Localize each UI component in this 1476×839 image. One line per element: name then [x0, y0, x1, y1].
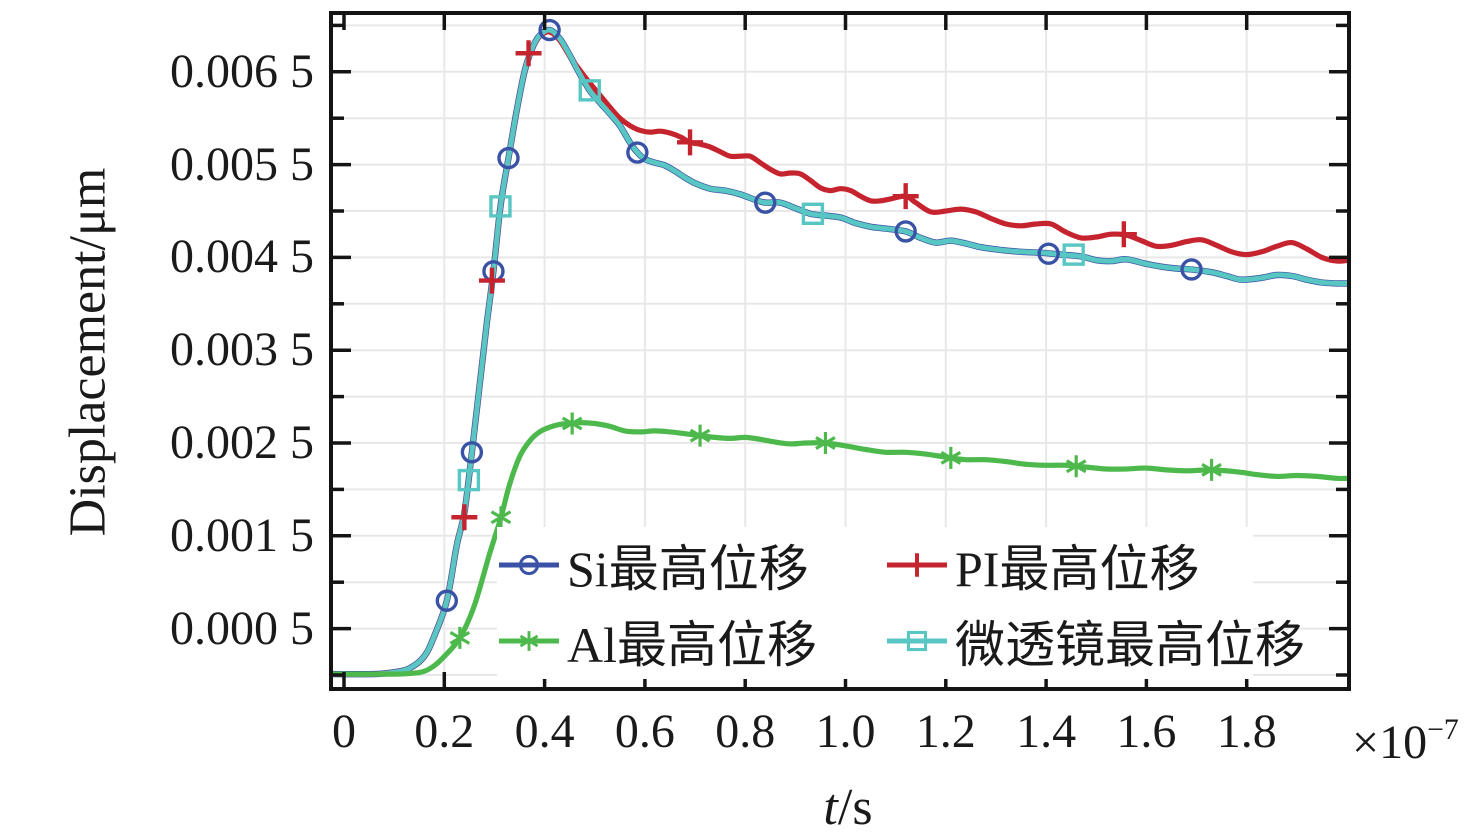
- legend-sample-plus-icon: [887, 553, 947, 577]
- marker-asterisk: [490, 506, 512, 529]
- series-curve-4: [333, 27, 1347, 677]
- marker-circle: [518, 554, 540, 576]
- y-tick-label: 0.005 5: [170, 137, 314, 191]
- legend-label: Si最高位移: [567, 541, 809, 597]
- legend-item-pi: PI最高位移: [885, 527, 1253, 603]
- marker-square: [906, 630, 928, 652]
- legend-item-al: Al最高位移: [497, 603, 885, 679]
- x-tick-label: 0: [332, 705, 356, 758]
- marker-asterisk: [449, 626, 471, 649]
- marker-circle: [894, 220, 917, 243]
- x-tick-label: 0.6: [614, 705, 675, 758]
- y-tick-label: 0.002 5: [170, 416, 314, 469]
- marker-circle: [1180, 258, 1203, 281]
- marker-plus: [905, 553, 929, 577]
- marker-plus: [515, 40, 542, 67]
- y-tick-label: 0.004 5: [170, 230, 314, 284]
- marker-plus: [677, 129, 704, 156]
- x-tick-label: 0.8: [715, 705, 776, 758]
- x-axis-title-unit: /s: [837, 779, 873, 836]
- x-axis-title-variable: t: [823, 779, 838, 836]
- legend-sample-circle-icon: [499, 554, 559, 576]
- x-tick-label: 1.6: [1116, 705, 1177, 758]
- marker-asterisk: [815, 432, 836, 454]
- marker-plus: [451, 504, 478, 531]
- marker-asterisk: [561, 412, 583, 435]
- legend-label: Al最高位移: [567, 617, 817, 673]
- y-tick-label: 0.006 5: [170, 44, 314, 98]
- y-tick-label: 0.001 5: [170, 508, 314, 562]
- legend-sample-square-icon: [887, 630, 947, 652]
- legend-label: 微透镜最高位移: [955, 617, 1305, 673]
- marker-plus: [478, 267, 505, 294]
- x-tick-label: 1.4: [1016, 705, 1077, 758]
- marker-plus: [892, 183, 919, 210]
- legend-sample-asterisk-icon: [499, 631, 559, 651]
- marker-asterisk: [1065, 455, 1087, 478]
- x-axis-title: t/s: [823, 778, 872, 837]
- x-axis-exponent-base: ×10: [1352, 716, 1428, 769]
- marker-square: [489, 195, 512, 218]
- x-tick-label: 1.0: [815, 705, 876, 758]
- y-tick-label: 0.000 5: [170, 601, 314, 655]
- legend: Si最高位移 PI最高位移 Al最高位移 微透镜最高位移: [497, 527, 1305, 679]
- marker-asterisk: [1201, 458, 1222, 481]
- marker-square: [457, 468, 481, 492]
- y-tick-label: 0.003 5: [170, 323, 314, 377]
- legend-label: PI最高位移: [955, 541, 1200, 597]
- legend-item-si: Si最高位移: [497, 527, 885, 603]
- x-tick-label: 1.8: [1216, 705, 1277, 758]
- marker-square: [801, 202, 825, 225]
- x-axis-exponent-power: −7: [1427, 713, 1459, 746]
- marker-asterisk: [689, 424, 711, 447]
- marker-square: [1062, 243, 1085, 266]
- x-axis-exponent: ×10−7: [1352, 706, 1459, 769]
- marker-circle: [497, 146, 520, 170]
- x-tick-label: 0.4: [514, 705, 575, 758]
- marker-square: [578, 79, 601, 102]
- marker-circle: [754, 191, 777, 214]
- marker-asterisk: [519, 631, 539, 651]
- y-axis-title: Displacement/μm: [59, 167, 117, 537]
- marker-circle: [460, 441, 484, 464]
- marker-circle: [435, 589, 459, 612]
- marker-circle: [626, 141, 649, 164]
- series-curve-3: [333, 420, 1347, 677]
- marker-plus: [1110, 221, 1137, 248]
- marker-asterisk: [940, 446, 962, 469]
- legend-item-lens: 微透镜最高位移: [885, 603, 1305, 679]
- x-tick-label: 1.2: [915, 705, 976, 758]
- marker-circle: [1037, 242, 1060, 265]
- x-tick-label: 0.2: [414, 705, 475, 758]
- marker-circle: [538, 18, 561, 42]
